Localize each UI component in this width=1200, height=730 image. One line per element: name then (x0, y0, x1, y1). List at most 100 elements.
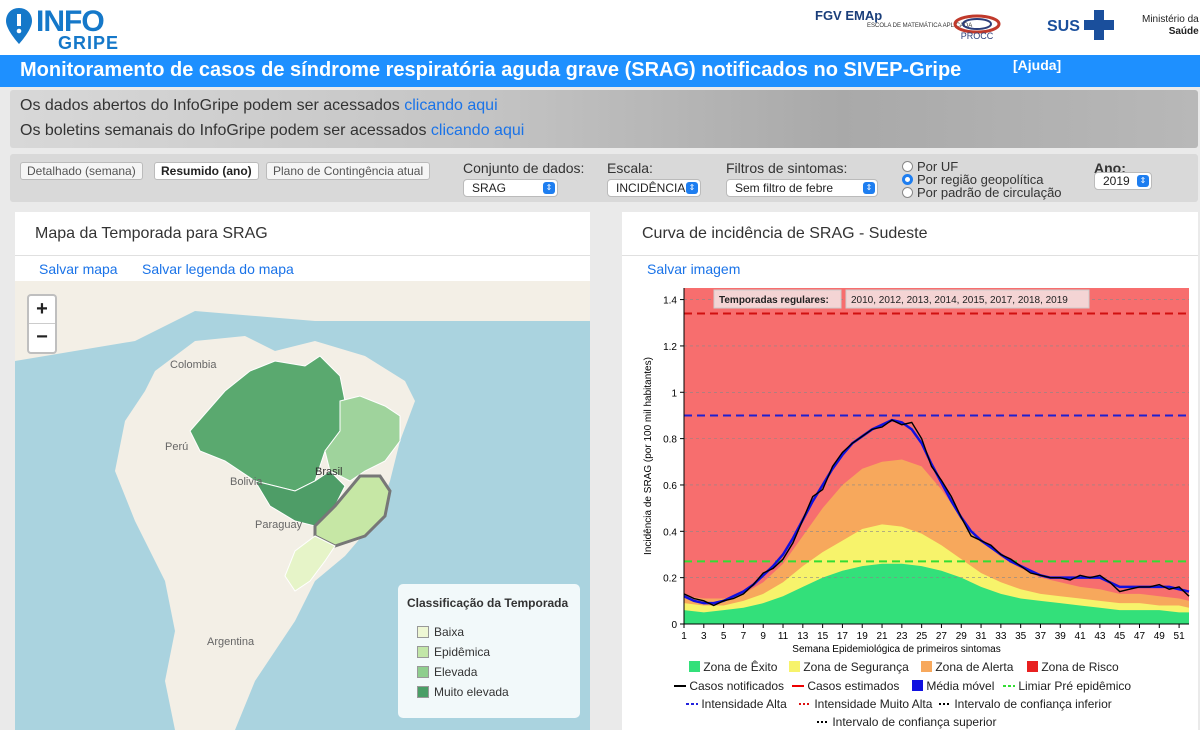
x-tick-label: 45 (1114, 631, 1126, 642)
x-tick-label: 1 (681, 631, 687, 642)
tab-detalhado[interactable]: Detalhado (semana) (20, 162, 143, 180)
symptom-filter-label: Filtros de sintomas: (726, 160, 848, 176)
save-image-link[interactable]: Salvar imagem (647, 261, 741, 277)
save-map-link[interactable]: Salvar mapa (39, 261, 118, 277)
zoom-out-button[interactable]: − (36, 326, 48, 348)
x-tick-label: 49 (1154, 631, 1166, 642)
legend-ic-inferior: Intervalo de confiança inferior (939, 697, 1112, 711)
legend-label: Zona de Risco (1041, 660, 1119, 674)
legend-swatch (912, 680, 923, 691)
legend-swatch (417, 666, 429, 678)
region-sudeste[interactable] (313, 474, 392, 548)
scale-label: Escala: (607, 160, 653, 176)
land-north (15, 281, 590, 361)
scale-select[interactable]: INCIDÊNCIA ⇕ (607, 179, 701, 197)
incidence-chart-svg: 00.20.40.60.811.21.41 3 5 7 9 11 13 15 17 19 21 23 2… (643, 288, 1190, 655)
y-tick-label: 0.6 (663, 481, 677, 492)
year-value: 2019 (1103, 174, 1130, 188)
legend-item-epidemica: Epidêmica (417, 645, 490, 659)
x-tick-label: 41 (1075, 631, 1087, 642)
legend-label: Intervalo de confiança inferior (954, 697, 1112, 711)
x-tick-label: 9 (760, 631, 766, 642)
region-nordeste[interactable] (324, 395, 401, 482)
zoom-control: + − (27, 294, 57, 354)
season-map[interactable]: Colombia Perú Bolivia Paraguay Argentina… (15, 281, 590, 730)
y-tick-label: 0.2 (663, 574, 677, 585)
bulletins-link[interactable]: clicando aqui (430, 122, 525, 139)
x-tick-label: 19 (857, 631, 869, 642)
x-tick-label: 23 (896, 631, 908, 642)
dataset-select[interactable]: SRAG ⇕ (463, 179, 558, 197)
x-tick-label: 35 (1015, 631, 1027, 642)
fgv-sub: ESCOLA DE MATEMÁTICA APLICADA (867, 23, 973, 29)
y-tick-label: 0 (671, 620, 677, 631)
annotation-value-box (845, 289, 1090, 309)
tab-plano-contingencia[interactable]: Plano de Contingência atual (266, 162, 431, 180)
sus-cross-icon (1084, 10, 1115, 40)
select-arrows-icon: ⇕ (1137, 175, 1149, 187)
select-arrows-icon: ⇕ (686, 182, 698, 194)
x-tick-label: 25 (916, 631, 928, 642)
tab-resumido[interactable]: Resumido (ano) (154, 162, 259, 180)
south-america-map (15, 281, 590, 730)
symptom-filter-value: Sem filtro de febre (735, 181, 834, 195)
legend-swatch (417, 626, 429, 638)
radio-por-padrao[interactable]: Por padrão de circulação (902, 185, 1062, 200)
save-legend-link[interactable]: Salvar legenda do mapa (142, 261, 294, 277)
region-centro-oeste[interactable] (253, 470, 346, 527)
ministry-line2: Saúde (1168, 26, 1199, 37)
x-tick-label: 37 (1035, 631, 1047, 642)
legend-zona-alerta: Zona de Alerta (921, 660, 1013, 674)
open-data-link[interactable]: clicando aqui (404, 97, 498, 114)
legend-swatch (417, 646, 429, 658)
x-axis-label: Semana Epidemiológica de primeiros sinto… (792, 644, 1000, 655)
legend-swatch (1027, 661, 1038, 672)
radio-por-regiao[interactable]: Por região geopolítica (902, 172, 1043, 187)
legend-zona-seguranca: Zona de Segurança (789, 660, 909, 674)
y-tick-label: 1.2 (663, 342, 677, 353)
x-tick-label: 43 (1094, 631, 1106, 642)
x-tick-label: 33 (995, 631, 1007, 642)
select-arrows-icon: ⇕ (543, 182, 555, 194)
legend-label: Baixa (434, 625, 465, 639)
legend-label: Intervalo de confiança superior (832, 715, 997, 729)
x-tick-label: 3 (701, 631, 707, 642)
x-tick-label: 27 (936, 631, 948, 642)
open-data-line: Os dados abertos do InfoGripe podem ser … (20, 97, 498, 115)
chart-panel-title: Curva de incidência de SRAG - Sudeste (642, 225, 928, 242)
symptom-filter-select[interactable]: Sem filtro de febre ⇕ (726, 179, 878, 197)
legend-label: Casos notificados (689, 679, 785, 693)
legend-label: Zona de Segurança (803, 660, 909, 674)
ministry-line1: Ministério da (1142, 14, 1199, 25)
scale-value: INCIDÊNCIA (616, 181, 686, 195)
legend-swatch (417, 686, 429, 698)
x-tick-label: 7 (741, 631, 747, 642)
sus-logo: SUS (1047, 10, 1115, 40)
radio-por-uf[interactable]: Por UF (902, 159, 958, 174)
infogripe-logo[interactable]: INFO GRIPE (6, 5, 118, 53)
dataset-label: Conjunto de dados: (463, 160, 585, 176)
select-arrows-icon: ⇕ (863, 182, 875, 194)
zone-exito-area (684, 563, 1189, 624)
title-bar: Monitoramento de casos de síndrome respi… (0, 55, 1200, 87)
map-pin-icon (6, 8, 32, 44)
ministerio-saude-logo: Ministério da Saúde (1142, 14, 1199, 38)
x-tick-label: 39 (1055, 631, 1067, 642)
legend-label: Zona de Êxito (703, 660, 778, 674)
zoom-in-button[interactable]: + (29, 296, 55, 324)
legend-label: Média móvel (926, 679, 995, 693)
year-select[interactable]: 2019 ⇕ (1094, 172, 1152, 190)
y-axis-label: Incidência de SRAG (por 100 mil habitant… (643, 357, 654, 555)
legend-swatch (921, 661, 932, 672)
radio-label: Por UF (917, 159, 959, 174)
annotation-label: Temporadas regulares: (719, 295, 829, 306)
sus-text: SUS (1047, 18, 1080, 35)
region-sul[interactable] (284, 535, 336, 592)
radio-dot (902, 187, 913, 198)
map-label-bolivia: Bolivia (230, 476, 263, 488)
help-link[interactable]: [Ajuda] (1013, 57, 1062, 73)
legend-casos-notificados: Casos notificados (674, 679, 784, 693)
procc-text: PROCC (961, 31, 994, 41)
x-tick-label: 11 (778, 631, 789, 642)
incidence-chart: 0 0.2 0.4 0.6 0.8 1 1.2 1.4 1 3 5 7 9 11 13 15 17 19 21 23 2… (634, 282, 1198, 730)
